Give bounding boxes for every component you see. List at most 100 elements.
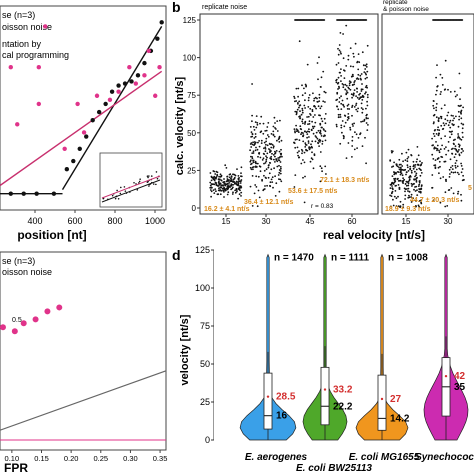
panel-b-point-left — [353, 122, 355, 125]
panel-b-point-right — [441, 156, 444, 159]
panel-b-point-right — [435, 133, 438, 135]
panel-b-point-right — [456, 150, 459, 153]
panel-b-point-right — [415, 174, 417, 177]
panel-b-point-left — [349, 81, 352, 84]
panel-b-point-left — [262, 132, 265, 135]
panel-b-point-left — [351, 139, 354, 142]
panel-b-point-left — [307, 142, 310, 144]
panel-b-point-left — [232, 183, 235, 186]
panel-b-point-left — [209, 189, 212, 191]
panel-d-mean-dot — [266, 395, 270, 398]
panel-b-point-left — [321, 143, 324, 145]
panel-a-inset-point — [119, 192, 122, 195]
panel-b-point-left — [304, 99, 306, 102]
panel-b-point-right — [451, 123, 454, 125]
panel-d-box — [377, 374, 387, 431]
panel-d-ytick-label: 50 — [200, 359, 210, 369]
panel-b-point-right — [432, 122, 435, 125]
panel-b-point-left — [314, 140, 317, 143]
panel-b-point-right — [404, 188, 407, 191]
panel-b-point-left — [322, 135, 325, 138]
panel-b-annotation-right-extra: 5 — [468, 185, 472, 192]
panel-d-y-axis: 0 25 50 75 100 125 — [195, 245, 215, 445]
panel-b-point-right — [460, 165, 463, 167]
panel-b-xtick-label: 30 — [444, 217, 453, 226]
panel-b-annotation-right-15: 18.9 ± 9.3 nt/s — [385, 206, 431, 213]
panel-b-point-right — [404, 198, 406, 200]
panel-b-point-left — [344, 88, 347, 91]
panel-b-point-left — [338, 44, 341, 46]
panel-b-point-left — [296, 151, 299, 154]
panel-b-point-left — [264, 176, 267, 179]
panel-b-point-left — [340, 108, 343, 110]
panel-b-point-right — [448, 176, 451, 178]
panel-b-point-left — [301, 118, 304, 121]
panel-b-point-right — [418, 183, 421, 186]
panel-b-point-left — [219, 186, 222, 189]
panel-b-point-left — [299, 110, 301, 112]
panel-b-point-right — [436, 144, 439, 147]
panel-b-point-left — [309, 160, 312, 163]
panel-b-point-left — [214, 173, 217, 175]
panel-b-point-left — [363, 64, 365, 67]
panel-b-point-left — [252, 125, 255, 128]
panel-b-point-left — [304, 123, 306, 125]
panel-b-point-right — [406, 160, 409, 163]
panel-b-point-left — [342, 134, 345, 137]
panel-b-point-left — [265, 158, 268, 161]
panel-d-mean-dot — [444, 374, 448, 378]
panel-b-point-left — [213, 192, 216, 195]
panel-b-point-left — [212, 189, 215, 192]
panel-b-point-left — [256, 166, 258, 168]
panel-b-point-left — [253, 192, 256, 195]
panel-b-point-right — [444, 59, 447, 62]
panel-d-n-label: n = 1008 — [388, 253, 428, 264]
panel-a-point-pink — [142, 73, 147, 78]
panel-b-point-right — [455, 115, 457, 118]
panel-b-point-left — [274, 161, 276, 163]
panel-b-point-left — [301, 120, 303, 123]
panel-b-point-left — [267, 135, 270, 138]
panel-b-point-left — [354, 131, 356, 134]
panel-b-point-left — [227, 191, 230, 194]
panel-b-point-left — [360, 73, 363, 75]
panel-b-point-left — [251, 205, 254, 207]
panel-b-point-left — [340, 95, 342, 98]
panel-b-point-right — [436, 128, 439, 131]
panel-b-point-left — [303, 151, 306, 154]
panel-b-point-left — [319, 165, 322, 168]
panel-b-point-left — [365, 66, 368, 68]
panel-b-point-left — [304, 142, 307, 145]
panel-b-point-left — [251, 157, 254, 160]
panel-b-point-left — [344, 83, 347, 86]
panel-b-point-left — [302, 134, 305, 137]
panel-b-point-right — [438, 132, 440, 135]
panel-b-point-left — [345, 157, 348, 160]
panel-b-point-left — [265, 129, 268, 132]
panel-b-point-left — [309, 114, 312, 116]
panel-b-point-right — [446, 119, 449, 122]
panel-b-point-left — [262, 152, 265, 155]
panel-b-point-left — [343, 125, 346, 128]
panel-d-label: d — [172, 247, 181, 263]
panel-b-point-right — [412, 160, 415, 163]
panel-b-point-right — [460, 104, 462, 107]
panel-b-point-left — [209, 184, 212, 187]
panel-b-point-left — [336, 82, 339, 85]
panel-b-point-left — [229, 173, 232, 176]
panel-b-point-left — [324, 113, 327, 115]
panel-b-point-right — [435, 103, 438, 105]
panel-b-point-left — [337, 88, 339, 90]
panel-b-point-left — [220, 189, 223, 192]
panel-b-point-left — [356, 77, 359, 80]
panel-b-point-left — [226, 188, 229, 191]
panel-b-point-left — [324, 101, 326, 103]
panel-a-inset-point — [148, 185, 150, 187]
panel-b-point-right — [407, 187, 410, 190]
panel-b-point-right — [416, 194, 419, 197]
panel-b-point-right — [398, 158, 401, 161]
panel-b-point-right — [416, 146, 419, 148]
panel-b-point-left — [367, 124, 369, 126]
panel-b-point-left — [252, 168, 254, 171]
